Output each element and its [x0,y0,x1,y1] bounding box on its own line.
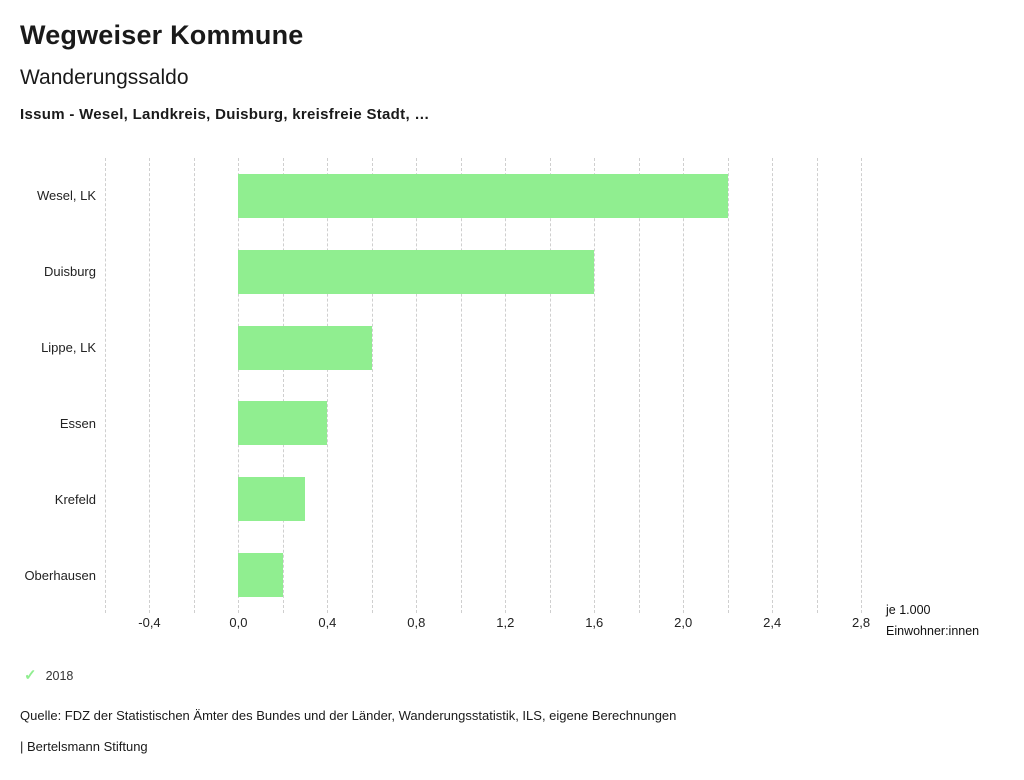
bar-krefeld[interactable] [238,477,306,522]
x-tick-label: 0,0 [229,615,248,630]
x-tick-label: 2,8 [852,615,871,630]
gridline [105,158,106,613]
gridline [416,158,418,613]
bar-row [105,310,870,386]
bar-row [105,385,870,461]
bar-row [105,537,870,613]
category-label: Oberhausen [24,567,96,583]
legend-item-label: 2018 [45,668,74,683]
category-label: Essen [59,415,96,431]
x-tick-label: 0,4 [318,615,337,630]
gridline [460,158,462,613]
x-tick-label: 1,6 [585,615,604,630]
legend-item-2018[interactable]: ✓ 2018 [24,668,73,683]
bar-essen[interactable] [238,401,328,446]
bar-row [105,234,870,310]
gridline [282,158,284,613]
x-tick-label: 0,8 [407,615,426,630]
gridline [816,158,818,613]
x-tick-label: 1,2 [496,615,515,630]
x-tick-label: 2,4 [763,615,782,630]
gridline [549,158,551,613]
x-tick-label: -0,4 [138,615,161,630]
category-label: Krefeld [54,491,96,507]
gridline [594,158,596,613]
bar-row [105,158,870,234]
gridline [238,158,240,613]
chart-title: Wanderungssaldo [20,66,189,89]
x-axis-unit-line1: je 1.000 [886,603,931,617]
gridline [638,158,640,613]
bar-oberhausen[interactable] [238,553,283,598]
plot-area [105,158,870,613]
x-axis: -0,4 0,0 0,4 0,8 1,2 1,6 2,0 2,4 2,8 [105,615,870,635]
category-labels: Wesel, LK Duisburg Lippe, LK Essen Krefeld Ob… [0,158,96,613]
gridline [193,158,195,613]
bar-wesel-lk[interactable] [238,173,728,218]
bar-row [105,461,870,537]
gridline [683,158,685,613]
bar-duisburg[interactable] [238,249,595,294]
bar-chart: Wesel, LK Duisburg Lippe, LK Essen Krefeld Ob… [0,158,1024,613]
gridline [327,158,329,613]
gridline [727,158,729,613]
source-text: Quelle: FDZ der Statistischen Ämter des … [20,708,677,723]
gridline [505,158,507,613]
gridlines [105,158,870,613]
check-icon: ✓ [24,667,37,684]
chart-subtitle: Issum - Wesel, Landkreis, Duisburg, krei… [20,106,430,123]
gridline [371,158,373,613]
x-tick-label: 2,0 [674,615,693,630]
x-axis-unit-line2: Einwohner:innen [886,624,980,638]
category-label: Wesel, LK [36,188,96,204]
bar-lippe-lk[interactable] [238,325,372,370]
category-label: Duisburg [43,264,96,280]
x-axis-unit-label: je 1.000 Einwohner:innen [886,600,979,642]
gridline [149,158,151,613]
branding-text: | Bertelsmann Stiftung [20,739,148,754]
gridline [861,158,863,613]
bar-rows [105,158,870,613]
gridline [772,158,774,613]
category-label: Lippe, LK [41,340,96,356]
app-title: Wegweiser Kommune [20,20,304,50]
